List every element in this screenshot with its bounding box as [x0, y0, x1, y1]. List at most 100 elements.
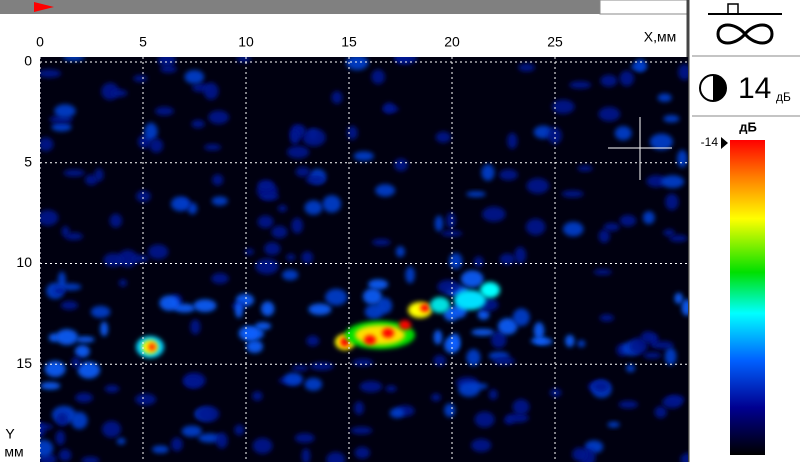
echo [460, 270, 484, 288]
echo [599, 314, 614, 322]
echo [51, 122, 72, 132]
echo [477, 309, 490, 320]
echo [196, 405, 220, 422]
echo [507, 132, 518, 149]
echo [181, 425, 202, 437]
echo [437, 279, 460, 294]
echo [490, 331, 507, 349]
echo-hot [420, 304, 430, 312]
echo [364, 304, 384, 320]
echo [569, 81, 592, 89]
echo [681, 299, 688, 316]
echo [512, 308, 530, 327]
echo [383, 102, 396, 114]
echo [40, 439, 54, 457]
echo [535, 337, 553, 346]
echo [572, 447, 587, 462]
x-tick-label: 15 [341, 34, 357, 50]
echo-image [40, 57, 688, 462]
echo [291, 365, 309, 372]
echo [187, 202, 198, 215]
echo [216, 432, 228, 449]
echo [434, 215, 444, 232]
echo [271, 225, 288, 239]
scale-marker [721, 137, 728, 149]
echo [234, 424, 245, 436]
echo [444, 403, 456, 418]
echo [234, 301, 244, 318]
echo [625, 364, 636, 373]
echo [322, 195, 342, 213]
echo [152, 445, 169, 454]
gain-value: 14 [738, 72, 771, 105]
echo [295, 166, 311, 177]
echo [354, 446, 370, 459]
echo [325, 288, 348, 306]
echo [149, 138, 164, 153]
y-tick-label: 5 [24, 153, 32, 169]
echo [657, 93, 672, 102]
echo [301, 448, 311, 462]
echo [62, 57, 85, 61]
echo [301, 251, 314, 264]
echo [159, 295, 180, 311]
echo [103, 253, 124, 267]
echo [505, 413, 529, 423]
echo [261, 301, 275, 317]
echo [44, 360, 66, 378]
echo [304, 200, 323, 215]
echo [308, 303, 332, 316]
echo [61, 226, 70, 237]
echo [600, 74, 618, 87]
y-tick-label: 0 [24, 53, 32, 69]
echo [71, 356, 81, 368]
echo [204, 143, 222, 151]
echo [184, 69, 205, 84]
x-tick-label: 10 [238, 34, 254, 50]
y-tick-label: 10 [16, 254, 32, 270]
echo [331, 91, 343, 104]
echo [184, 376, 202, 388]
echo [395, 246, 405, 258]
echo [40, 382, 61, 390]
echo [488, 389, 498, 400]
echo [306, 335, 320, 347]
echo [255, 258, 279, 275]
echo [493, 356, 515, 365]
echo [514, 246, 527, 264]
echo [277, 204, 288, 213]
echo [75, 336, 95, 343]
echo [512, 399, 530, 415]
echo-hot [430, 297, 450, 313]
echo [394, 158, 408, 172]
echo [174, 303, 196, 313]
echo [109, 213, 123, 228]
echo [75, 392, 93, 403]
gain-icon-half [713, 75, 726, 101]
echo [159, 65, 177, 73]
echo [283, 372, 303, 386]
echo [211, 272, 229, 284]
echo [90, 305, 111, 318]
echo [649, 133, 674, 150]
grid [39, 57, 688, 462]
echo [257, 215, 274, 229]
echo [58, 449, 72, 462]
echo [372, 238, 391, 246]
cursor [608, 117, 672, 180]
gain-unit: дБ [776, 90, 791, 104]
echo [57, 271, 66, 290]
echo [678, 64, 688, 81]
echo [53, 287, 66, 294]
echo [170, 196, 191, 212]
echo [40, 423, 54, 430]
echo [614, 126, 632, 141]
echo [136, 190, 151, 203]
echo [101, 420, 121, 438]
echo [244, 248, 254, 256]
position-marker [34, 2, 54, 12]
echo [104, 384, 120, 393]
echo [652, 341, 674, 350]
x-axis-label: X,мм [644, 29, 676, 45]
